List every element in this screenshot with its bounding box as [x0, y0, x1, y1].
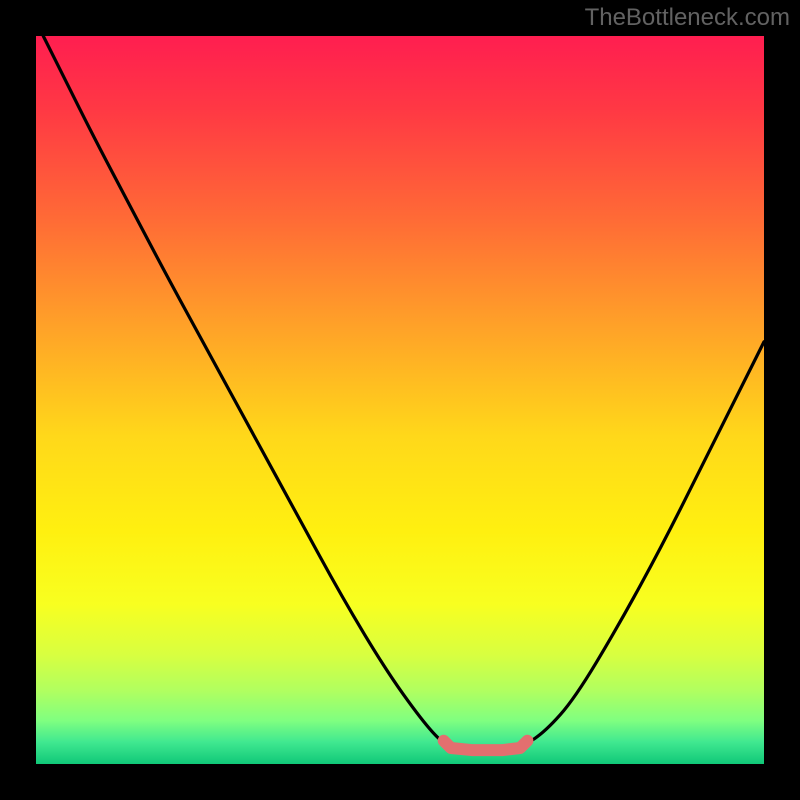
watermark-text: TheBottleneck.com [585, 4, 790, 32]
bottleneck-chart [0, 0, 800, 800]
chart-gradient-bg [36, 36, 764, 764]
